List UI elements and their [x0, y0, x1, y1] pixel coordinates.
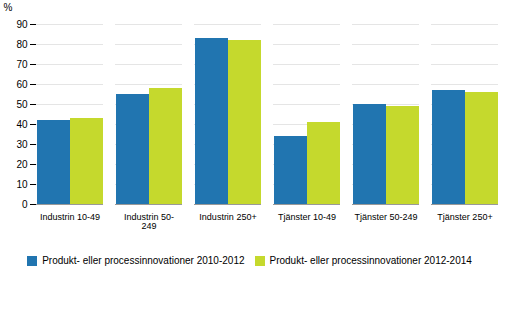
svg-text:10: 10: [16, 179, 28, 190]
svg-text:0: 0: [22, 199, 28, 210]
svg-text:Tjänster 250+: Tjänster 250+: [437, 212, 492, 222]
html-text:Produkt- eller processinnovati: Produkt- eller processinnovationer 2010-…: [42, 255, 245, 266]
svg-text:50: 50: [16, 99, 28, 110]
svg-text:Industrin 250+: Industrin 250+: [199, 212, 256, 222]
svg-text:Tjänster 50-249: Tjänster 50-249: [354, 212, 417, 222]
svg-text:70: 70: [16, 59, 28, 70]
svg-text:%: %: [4, 2, 13, 13]
svg-text:Tjänster 10-49: Tjänster 10-49: [278, 212, 336, 222]
svg-text:30: 30: [16, 139, 28, 150]
svg-text:Industrin 50-249: Industrin 50-249: [124, 212, 174, 231]
svg-text:20: 20: [16, 159, 28, 170]
svg-text:60: 60: [16, 79, 28, 90]
svg-text:Industrin 10-49: Industrin 10-49: [40, 212, 100, 222]
svg-text:40: 40: [16, 119, 28, 130]
html-text:Produkt- eller processinnovati: Produkt- eller processinnovationer 2012-…: [269, 255, 472, 266]
svg-text:90: 90: [16, 19, 28, 30]
svg-text:80: 80: [16, 39, 28, 50]
